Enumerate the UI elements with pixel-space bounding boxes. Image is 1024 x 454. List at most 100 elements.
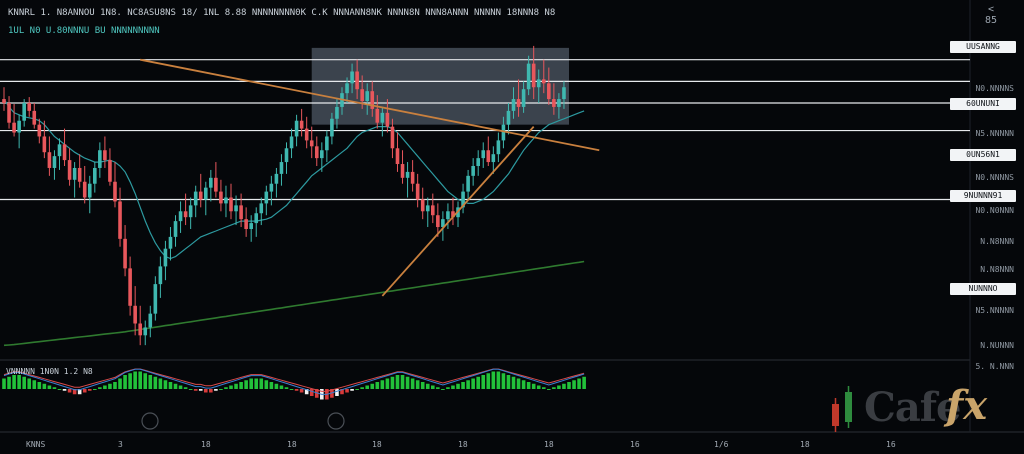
macd-line: [3, 368, 585, 395]
macd-histogram-bar: [552, 387, 556, 389]
price-tag: 0UN56N1: [950, 149, 1016, 161]
candle-body: [461, 191, 465, 208]
macd-histogram-bar: [446, 387, 450, 389]
candle-body: [249, 223, 253, 229]
candle-body: [27, 103, 32, 111]
candle-body: [72, 167, 77, 180]
logo-candles-icon: [832, 386, 852, 432]
candle-body: [320, 150, 324, 159]
candle-body: [269, 183, 274, 192]
candle-body: [289, 136, 294, 149]
macd-histogram-bar: [456, 383, 460, 389]
macd-histogram-bar: [309, 389, 314, 396]
candle-body: [259, 203, 264, 214]
candle-body: [244, 219, 248, 229]
macd-histogram-bar: [133, 371, 137, 389]
candle-body: [325, 136, 329, 151]
macd-histogram-bar: [395, 375, 400, 389]
macd-histogram-bar: [547, 389, 551, 390]
candle-body: [501, 124, 506, 141]
candle-body: [12, 122, 16, 133]
macd-histogram-bar: [340, 389, 344, 395]
macd-histogram-bar: [224, 387, 228, 389]
macd-histogram-bar: [441, 389, 445, 390]
macd-histogram-bar: [72, 389, 77, 395]
macd-histogram-bar: [209, 389, 213, 393]
marker-circle: [327, 412, 345, 430]
candle-body: [491, 154, 496, 163]
macd-histogram-bar: [234, 383, 238, 389]
candle-body: [32, 110, 37, 125]
candle-body: [496, 140, 501, 155]
macd-histogram-bar: [249, 378, 253, 389]
macd-histogram-bar: [128, 373, 132, 389]
macd-histogram-bar: [264, 380, 269, 389]
price-axis-label: N.N8NNN: [980, 237, 1014, 246]
macd-histogram-bar: [451, 385, 455, 389]
candle-body: [113, 181, 117, 202]
candle-body: [385, 112, 390, 127]
macd-histogram-bar: [103, 385, 107, 389]
macd-histogram-bar: [486, 373, 491, 389]
candle-body: [22, 103, 26, 121]
logo-accent-text: fx: [946, 382, 988, 429]
candle-body: [67, 160, 72, 180]
time-axis-label: 16: [630, 440, 640, 449]
macd-histogram-bar: [436, 387, 440, 389]
macd-histogram-bar: [168, 382, 173, 389]
candle-body: [37, 124, 42, 137]
macd-histogram-bar: [22, 376, 26, 389]
macd-histogram-bar: [531, 383, 536, 389]
macd-histogram-bar: [466, 380, 470, 389]
macd-histogram-bar: [526, 382, 531, 389]
macd-histogram-bar: [350, 389, 354, 391]
candle-body: [2, 99, 6, 103]
candle-body: [350, 71, 354, 84]
price-axis-label: N0.N0NNN: [975, 206, 1014, 215]
candle-body: [309, 140, 314, 147]
macd-histogram-bar: [582, 376, 586, 389]
candle-body: [365, 91, 370, 102]
candle-body: [405, 171, 410, 178]
macd-histogram-bar: [183, 387, 188, 389]
candle-body: [279, 162, 284, 174]
candle-body: [415, 183, 420, 200]
macd-histogram-bar: [108, 383, 112, 389]
macd-histogram-bar: [355, 389, 359, 390]
macd-histogram-bar: [299, 389, 304, 393]
candle-body: [335, 106, 339, 119]
candle-body: [158, 266, 163, 285]
macd-histogram-bar: [304, 389, 309, 395]
macd-histogram-bar: [113, 382, 117, 389]
candle-body: [466, 175, 470, 192]
macd-histogram-bar: [229, 385, 233, 389]
macd-histogram-bar: [123, 375, 127, 389]
macd-histogram-bar: [536, 385, 541, 389]
price-axis-label: N5.NNNNN: [975, 306, 1014, 315]
macd-histogram-bar: [52, 387, 57, 389]
macd-histogram-bar: [118, 378, 122, 389]
time-axis-label: 18: [458, 440, 468, 449]
price-tag: UUSANNG: [950, 41, 1016, 53]
candle-body: [400, 164, 405, 178]
time-axis-label: KNNS: [26, 440, 46, 449]
candle-body: [304, 128, 309, 141]
candle-body: [93, 167, 97, 184]
cafefx-logo: Cafe fx: [830, 380, 1020, 440]
macd-histogram-bar: [430, 385, 435, 389]
candle-body: [547, 83, 551, 100]
candle-body: [436, 215, 440, 228]
price-tag: 60UNUNI: [950, 98, 1016, 110]
candle-body: [390, 126, 395, 149]
candle-body: [516, 99, 521, 107]
candle-body: [178, 211, 183, 222]
macd-histogram-bar: [501, 373, 506, 389]
chart-settings-button[interactable]: < 85: [984, 4, 998, 26]
candle-body: [370, 91, 375, 109]
macd-histogram-bar: [365, 385, 370, 389]
macd-histogram-bar: [158, 378, 163, 389]
candle-body: [536, 79, 541, 88]
candle-body: [330, 118, 334, 137]
candle-body: [486, 150, 491, 163]
